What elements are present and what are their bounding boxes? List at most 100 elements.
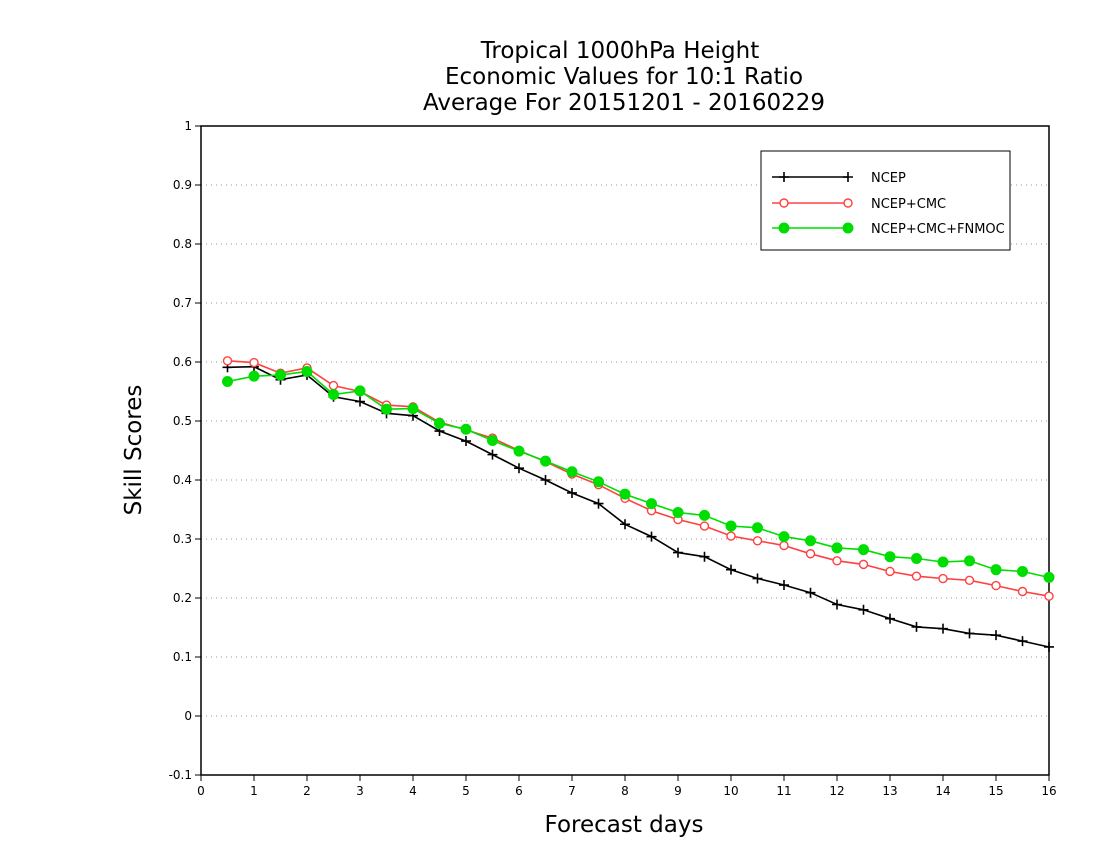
series-line-1 bbox=[227, 360, 1050, 597]
series-2-point-9 bbox=[460, 423, 472, 435]
series-0-point-21 bbox=[779, 580, 789, 591]
x-tick-label-5: 5 bbox=[462, 784, 470, 798]
series-0-point-9 bbox=[461, 436, 471, 447]
x-tick-label-3: 3 bbox=[356, 784, 364, 798]
series-0-point-31 bbox=[1044, 641, 1054, 652]
series-0-point-22 bbox=[805, 587, 816, 598]
series-0-point-17 bbox=[673, 547, 683, 558]
gridlines bbox=[201, 184, 1049, 717]
series-layer bbox=[222, 356, 1055, 652]
series-2-point-13 bbox=[566, 466, 578, 478]
series-2-point-18 bbox=[699, 509, 710, 521]
x-tick-label-8: 8 bbox=[621, 784, 629, 798]
series-2-point-10 bbox=[487, 434, 498, 446]
x-tick-label-10: 10 bbox=[723, 784, 738, 798]
series-2-point-3 bbox=[301, 365, 313, 377]
series-0-point-5 bbox=[355, 396, 365, 407]
series-2-point-28 bbox=[964, 555, 975, 567]
y-tick-label-6: 0.5 bbox=[173, 414, 192, 428]
series-1-point-29 bbox=[991, 580, 1001, 591]
x-tick-label-12: 12 bbox=[829, 784, 844, 798]
series-1-point-26 bbox=[911, 571, 922, 581]
title-line-3: Average For 20151201 - 20160229 bbox=[423, 90, 825, 116]
legend-marker-right-0 bbox=[843, 172, 853, 182]
y-tick-label-10: 0.9 bbox=[173, 178, 192, 192]
series-0-point-25 bbox=[885, 613, 895, 624]
series-2-point-6 bbox=[381, 403, 392, 415]
y-tick-label-11: 1 bbox=[184, 119, 192, 133]
series-2-point-20 bbox=[752, 522, 763, 534]
y-tick-label-9: 0.8 bbox=[173, 237, 192, 251]
x-tick-label-0: 0 bbox=[197, 784, 205, 798]
series-0-point-30 bbox=[1017, 636, 1028, 647]
legend: NCEP NCEP+CMC NCEP+CMC+FNMOC bbox=[760, 150, 1011, 251]
series-2-point-16 bbox=[646, 498, 657, 510]
series-0-point-29 bbox=[991, 630, 1001, 641]
series-1-point-28 bbox=[964, 575, 975, 585]
y-axis-label: Skill Scores bbox=[121, 385, 147, 516]
legend-marker-left-1 bbox=[779, 198, 789, 208]
series-1-point-31 bbox=[1044, 591, 1054, 601]
series-2-point-8 bbox=[434, 417, 445, 429]
series-0-point-15 bbox=[620, 519, 630, 530]
legend-marker-left-2 bbox=[778, 222, 790, 234]
y-tick-label-5: 0.4 bbox=[173, 473, 192, 487]
series-0 bbox=[222, 361, 1054, 652]
series-0-point-27 bbox=[938, 623, 948, 634]
legend-box bbox=[760, 150, 1011, 251]
series-2-point-2 bbox=[275, 369, 286, 381]
series-1-point-20 bbox=[752, 536, 763, 546]
series-2-point-26 bbox=[911, 552, 922, 564]
series-0-point-18 bbox=[699, 551, 710, 562]
y-axis-ticks: -0.1 0 0.1 0.2 0.3 0.4 0.5 0.6 0.7 0.8 0.9 1 bbox=[169, 119, 201, 782]
series-line-2 bbox=[227, 370, 1050, 579]
series-0-point-23 bbox=[832, 599, 842, 610]
y-tick-label-7: 0.6 bbox=[173, 355, 192, 369]
y-tick-label-2: 0.1 bbox=[173, 650, 192, 664]
y-tick-label-1: 0 bbox=[184, 709, 192, 723]
y-tick-label-0: -0.1 bbox=[169, 768, 192, 782]
x-tick-label-15: 15 bbox=[988, 784, 1003, 798]
series-0-point-19 bbox=[726, 564, 736, 575]
series-0-point-28 bbox=[964, 628, 975, 639]
legend-marker-left-0 bbox=[779, 172, 789, 182]
x-tick-label-4: 4 bbox=[409, 784, 417, 798]
y-tick-label-8: 0.7 bbox=[173, 296, 192, 310]
x-tick-label-13: 13 bbox=[882, 784, 897, 798]
legend-marker-right-1 bbox=[843, 198, 853, 208]
y-tick-label-3: 0.2 bbox=[173, 591, 192, 605]
series-2-point-11 bbox=[513, 445, 525, 457]
series-0-point-26 bbox=[911, 621, 922, 632]
y-tick-label-4: 0.3 bbox=[173, 532, 192, 546]
series-2-point-22 bbox=[805, 535, 816, 547]
series-2-point-15 bbox=[619, 488, 631, 500]
x-tick-label-14: 14 bbox=[935, 784, 950, 798]
series-2-point-23 bbox=[831, 542, 843, 554]
x-tick-label-7: 7 bbox=[568, 784, 576, 798]
x-tick-label-2: 2 bbox=[303, 784, 311, 798]
legend-label-2: NCEP+CMC+FNMOC bbox=[871, 222, 1005, 237]
series-1-point-18 bbox=[699, 521, 710, 531]
series-0-point-14 bbox=[593, 498, 604, 509]
series-2-point-27 bbox=[937, 556, 949, 568]
title-line-1: Tropical 1000hPa Height bbox=[480, 38, 760, 64]
series-2-point-5 bbox=[354, 385, 366, 397]
series-2-point-31 bbox=[1043, 571, 1055, 583]
series-1-point-27 bbox=[938, 573, 948, 584]
series-1-point-25 bbox=[885, 566, 895, 577]
series-0-point-13 bbox=[567, 487, 577, 498]
series-1-point-22 bbox=[805, 549, 816, 559]
series-1-point-19 bbox=[726, 531, 736, 541]
series-2-point-4 bbox=[328, 388, 339, 400]
series-0-point-12 bbox=[540, 475, 551, 485]
series-1-point-24 bbox=[858, 559, 869, 570]
series-2-point-29 bbox=[990, 564, 1002, 576]
series-1-point-21 bbox=[779, 540, 789, 551]
x-tick-label-6: 6 bbox=[515, 784, 523, 798]
series-2-point-21 bbox=[778, 531, 790, 543]
series-1-point-4 bbox=[328, 380, 339, 391]
x-tick-label-11: 11 bbox=[776, 784, 791, 798]
series-0-point-10 bbox=[487, 449, 498, 460]
series-2-point-25 bbox=[884, 551, 896, 563]
